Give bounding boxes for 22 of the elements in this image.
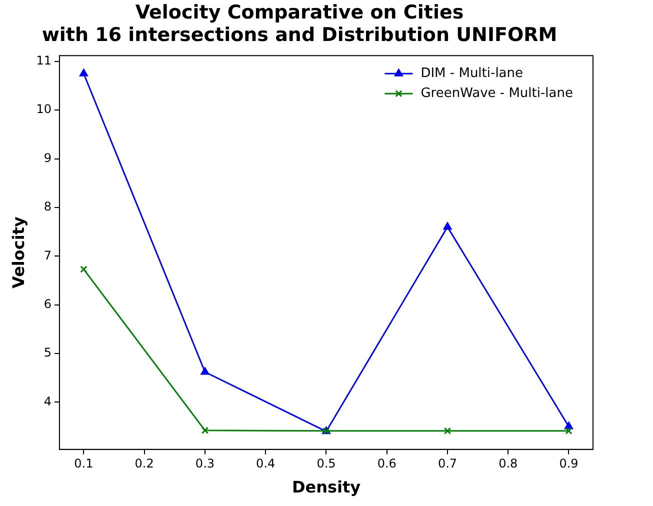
y-tick-label: 10 <box>36 102 52 116</box>
y-tick-label: 9 <box>44 150 52 165</box>
chart-title: Velocity Comparative on Cities with 16 intersections and Distribution UNIFORM <box>42 1 558 46</box>
x-tick-label: 0.2 <box>134 456 154 471</box>
x-tick-label: 0.5 <box>316 456 336 471</box>
x-tick-label: 0.1 <box>74 456 94 471</box>
y-tick-label: 11 <box>36 54 52 68</box>
y-tick-label: 6 <box>44 296 52 311</box>
x-tick-label: 0.4 <box>256 456 276 471</box>
y-tick-label: 7 <box>44 248 52 262</box>
x-tick-label: 0.3 <box>195 456 215 471</box>
x-tick-label: 0.7 <box>438 456 458 471</box>
x-axis-title: Density <box>292 478 362 497</box>
x-tick-label: 0.8 <box>498 456 518 471</box>
y-axis-title: Velocity <box>8 216 28 288</box>
x-tick-label: 0.6 <box>377 456 396 471</box>
x-tick-label: 0.9 <box>559 456 578 471</box>
legend-label: DIM - Multi-lane <box>420 66 524 81</box>
y-tick-label: 4 <box>44 394 52 408</box>
y-tick-label: 5 <box>44 346 52 360</box>
legend-label: GreenWave - Multi-lane <box>420 86 574 101</box>
y-tick-label: 8 <box>44 200 52 214</box>
